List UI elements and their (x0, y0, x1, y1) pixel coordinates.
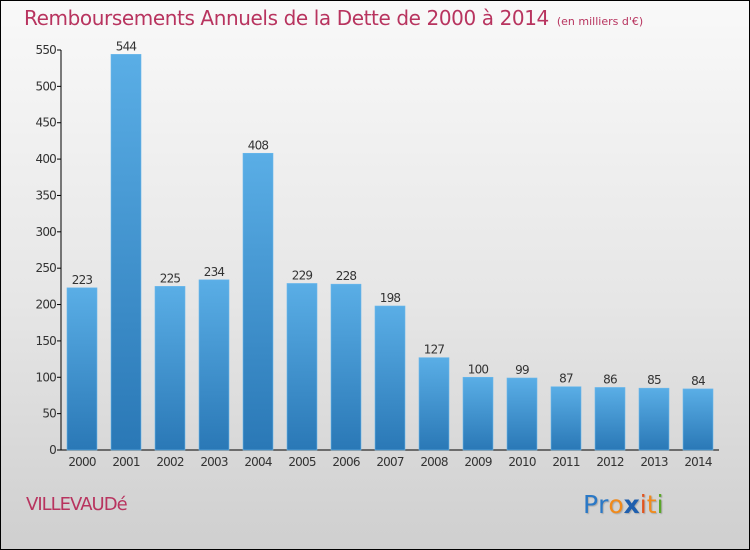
data-label-2002: 225 (160, 271, 181, 285)
data-label-2011: 87 (559, 372, 573, 386)
y-tick-label: 200 (35, 298, 56, 312)
chart-title-text: Remboursements Annuels de la Dette de 20… (24, 6, 549, 30)
logo-letter: t (646, 490, 657, 519)
data-label-2013: 85 (647, 373, 661, 387)
x-tick-label-2014: 2014 (684, 455, 712, 469)
y-tick-label: 450 (35, 116, 56, 130)
chart-title: Remboursements Annuels de la Dette de 20… (24, 6, 643, 30)
bar-2006 (330, 283, 362, 451)
data-label-2008: 127 (424, 343, 445, 357)
chart-subtitle: (en milliers d'€) (556, 15, 644, 28)
x-axis: 2000 2001 2002 2003 2004 2005 2006 2007 2008 2009… (57, 449, 719, 469)
bar-2000 (66, 287, 98, 451)
logo-letter: i (656, 490, 664, 519)
x-tick-label-2000: 2000 (68, 455, 96, 469)
logo-letter: P (583, 490, 599, 519)
y-tick-label: 100 (35, 370, 56, 384)
x-tick-label-2008: 2008 (420, 455, 448, 469)
data-label-2005: 229 (292, 268, 313, 282)
x-tick-label-2011: 2011 (552, 455, 580, 469)
x-tick-label-2004: 2004 (244, 455, 272, 469)
y-axis: 0 50 100 150 200 250 300 350 400 450 500 550 (35, 43, 62, 457)
data-label-2012: 86 (603, 372, 617, 386)
data-label-2010: 99 (515, 363, 529, 377)
y-tick-label: 550 (35, 43, 56, 57)
city-name: VILLEVAUDé (26, 494, 128, 515)
x-tick-label-2005: 2005 (288, 455, 316, 469)
data-label-2001: 544 (116, 39, 137, 53)
logo-letter: i (639, 490, 647, 519)
data-label-2006: 228 (336, 269, 357, 283)
y-tick-label: 50 (42, 407, 56, 421)
y-tick-label: 500 (35, 79, 56, 93)
y-tick-label: 150 (35, 334, 56, 348)
data-label-2009: 100 (468, 362, 489, 376)
bar-2011 (550, 386, 582, 451)
data-label-2004: 408 (248, 138, 269, 152)
bar-2007 (374, 305, 406, 451)
x-tick-label-2001: 2001 (112, 455, 140, 469)
data-label-2003: 234 (204, 265, 225, 279)
logo-letter: r (598, 490, 609, 519)
y-tick-label: 350 (35, 188, 56, 202)
x-tick-label-2010: 2010 (508, 455, 536, 469)
data-label-2007: 198 (380, 291, 401, 305)
bar-2002 (154, 286, 186, 451)
y-tick-label: 250 (35, 261, 56, 275)
x-tick-label-2006: 2006 (332, 455, 360, 469)
x-tick-label-2002: 2002 (156, 455, 184, 469)
bar-2003 (198, 279, 230, 451)
x-tick-label-2012: 2012 (596, 455, 624, 469)
bar-2013 (638, 387, 670, 451)
logo-letter: x (623, 490, 640, 519)
bar-2005 (286, 283, 318, 451)
logo-letter: o (608, 490, 624, 519)
data-label-2000: 223 (72, 273, 93, 287)
bars (66, 54, 714, 451)
x-tick-label-2013: 2013 (640, 455, 668, 469)
x-tick-label-2007: 2007 (376, 455, 404, 469)
x-tick-label-2009: 2009 (464, 455, 492, 469)
bar-2012 (594, 387, 626, 451)
bar-2004 (242, 152, 274, 451)
proxiti-logo[interactable]: Proxiti (583, 490, 664, 519)
bar-2014 (682, 388, 714, 451)
y-tick-label: 0 (49, 443, 56, 457)
bar-2010 (506, 377, 538, 451)
y-tick-label: 400 (35, 152, 56, 166)
bar-2009 (462, 376, 494, 451)
data-labels: 223 544 225 234 408 229 228 198 127 100 99 87 86 85 84 (72, 39, 706, 388)
data-label-2014: 84 (691, 374, 705, 388)
bar-2008 (418, 357, 450, 451)
y-tick-label: 300 (35, 225, 56, 239)
x-tick-label-2003: 2003 (200, 455, 228, 469)
bar-2001 (110, 54, 142, 451)
